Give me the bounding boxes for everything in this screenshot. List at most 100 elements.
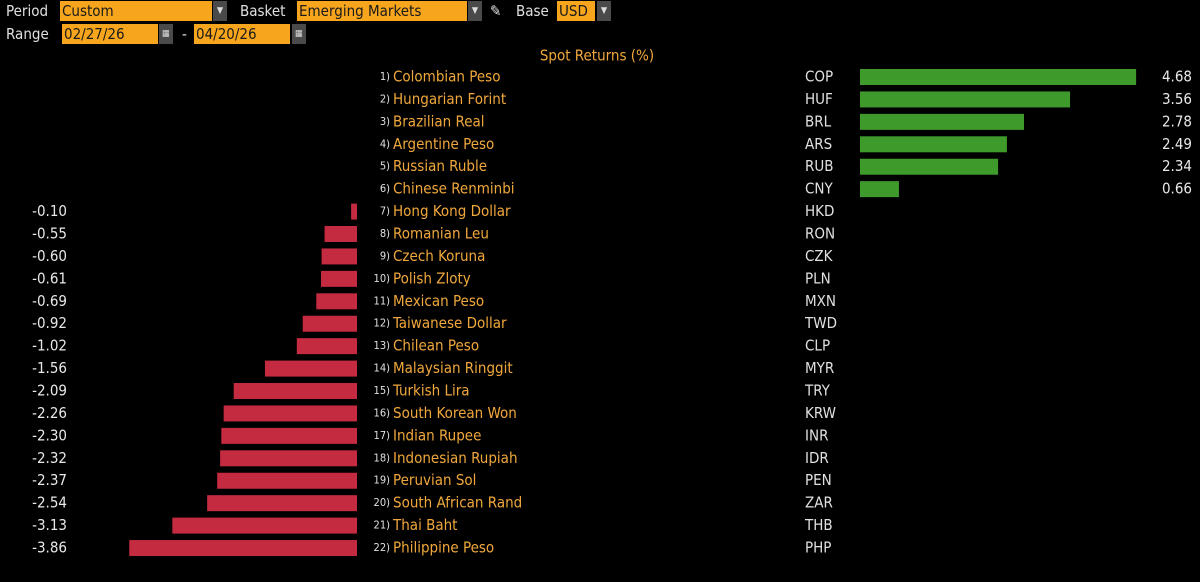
value-label: -0.55 bbox=[32, 225, 67, 243]
calendar-button[interactable]: ▦ bbox=[159, 24, 173, 44]
currency-name: Peruvian Sol bbox=[393, 471, 476, 489]
value-label: 4.68 bbox=[1162, 68, 1192, 86]
rank: 7) bbox=[380, 205, 390, 218]
currency-code: CLP bbox=[805, 337, 830, 355]
currency-code: HUF bbox=[805, 90, 833, 108]
currency-code: PLN bbox=[805, 269, 831, 287]
bar bbox=[860, 113, 1025, 130]
value-label: -2.26 bbox=[32, 404, 67, 422]
currency-name: Czech Koruna bbox=[393, 247, 485, 265]
bar bbox=[264, 360, 357, 377]
currency-code: RON bbox=[805, 225, 835, 243]
value-label: -0.69 bbox=[32, 292, 67, 310]
rank: 12) bbox=[374, 317, 391, 330]
currency-code: INR bbox=[805, 426, 828, 444]
bar bbox=[233, 383, 357, 400]
rank: 20) bbox=[374, 496, 391, 509]
currency-name: Russian Ruble bbox=[393, 157, 487, 175]
rank: 13) bbox=[374, 339, 391, 352]
rank: 17) bbox=[374, 429, 391, 442]
rank: 3) bbox=[380, 115, 390, 128]
value-label: -2.54 bbox=[32, 494, 67, 512]
currency-code: PEN bbox=[805, 471, 832, 489]
currency-code: PHP bbox=[805, 539, 831, 557]
currency-name: Chilean Peso bbox=[393, 337, 479, 355]
currency-code: ARS bbox=[805, 135, 832, 153]
rank: 8) bbox=[380, 227, 390, 240]
value-label: -1.02 bbox=[32, 337, 67, 355]
rank: 4) bbox=[380, 137, 390, 150]
range-start[interactable]: 02/27/26 bbox=[62, 24, 158, 44]
basket-label: Basket bbox=[240, 2, 286, 20]
period-dropdown[interactable]: Custom bbox=[60, 1, 212, 21]
basket-dropdown[interactable]: Emerging Markets bbox=[297, 1, 467, 21]
bar bbox=[217, 472, 357, 489]
range-label: Range bbox=[6, 25, 49, 43]
value-label: -0.10 bbox=[32, 202, 67, 220]
currency-name: Chinese Renminbi bbox=[393, 180, 515, 198]
currency-name: Malaysian Ringgit bbox=[393, 359, 513, 377]
currency-name: Taiwanese Dollar bbox=[392, 314, 507, 332]
edit-icon[interactable]: ✎ bbox=[490, 2, 502, 20]
currency-code: COP bbox=[805, 68, 833, 86]
currency-code: CZK bbox=[805, 247, 834, 265]
currency-name: South Korean Won bbox=[393, 404, 517, 422]
rank: 16) bbox=[374, 406, 391, 419]
currency-name: Indian Rupee bbox=[393, 426, 481, 444]
currency-code: HKD bbox=[805, 202, 834, 220]
rank: 15) bbox=[374, 384, 391, 397]
currency-name: Indonesian Rupiah bbox=[393, 449, 518, 467]
value-label: -3.13 bbox=[32, 516, 67, 534]
rank: 18) bbox=[374, 451, 391, 464]
currency-code: MXN bbox=[805, 292, 836, 310]
bar bbox=[207, 495, 357, 512]
bar bbox=[302, 315, 357, 332]
dropdown-arrow[interactable]: ▼ bbox=[213, 1, 227, 21]
currency-name: South African Rand bbox=[393, 494, 522, 512]
currency-code: RUB bbox=[805, 157, 834, 175]
rank: 2) bbox=[380, 92, 390, 105]
range-end[interactable]: 04/20/26 bbox=[194, 24, 290, 44]
currency-code: TRY bbox=[804, 382, 831, 400]
bar bbox=[860, 69, 1137, 85]
chart-title: Spot Returns (%) bbox=[540, 47, 654, 65]
bar bbox=[223, 405, 357, 422]
currency-code: TWD bbox=[804, 314, 837, 332]
bar bbox=[296, 338, 357, 355]
bar bbox=[316, 293, 357, 310]
value-label: -2.32 bbox=[32, 449, 67, 467]
currency-name: Colombian Peso bbox=[393, 68, 500, 86]
bar bbox=[860, 181, 899, 198]
currency-name: Argentine Peso bbox=[393, 135, 494, 153]
currency-name: Mexican Peso bbox=[393, 292, 484, 310]
rank: 11) bbox=[374, 294, 391, 307]
bar bbox=[321, 270, 357, 287]
dropdown-arrow[interactable]: ▼ bbox=[468, 1, 482, 21]
rank: 22) bbox=[374, 541, 391, 554]
calendar-button[interactable]: ▦ bbox=[292, 24, 306, 44]
currency-name: Thai Baht bbox=[392, 516, 457, 534]
bar bbox=[221, 427, 357, 444]
range-separator: - bbox=[182, 25, 187, 43]
bar bbox=[172, 517, 357, 534]
rank: 21) bbox=[374, 519, 391, 532]
value-label: 2.49 bbox=[1162, 135, 1192, 153]
rank: 14) bbox=[374, 362, 391, 375]
currency-name: Polish Zloty bbox=[393, 269, 471, 287]
value-label: -1.56 bbox=[32, 359, 67, 377]
rank: 9) bbox=[380, 249, 390, 262]
value-label: -0.60 bbox=[32, 247, 67, 265]
value-label: -0.61 bbox=[32, 269, 67, 287]
bar bbox=[321, 248, 357, 265]
base-dropdown[interactable]: USD bbox=[557, 1, 595, 21]
bar bbox=[860, 158, 999, 175]
bar bbox=[220, 450, 357, 467]
currency-name: Philippine Peso bbox=[393, 539, 494, 557]
currency-code: ZAR bbox=[805, 494, 833, 512]
value-label: -2.37 bbox=[32, 471, 67, 489]
rank: 10) bbox=[374, 272, 391, 285]
dropdown-arrow[interactable]: ▼ bbox=[597, 1, 611, 21]
currency-name: Hungarian Forint bbox=[393, 90, 506, 108]
